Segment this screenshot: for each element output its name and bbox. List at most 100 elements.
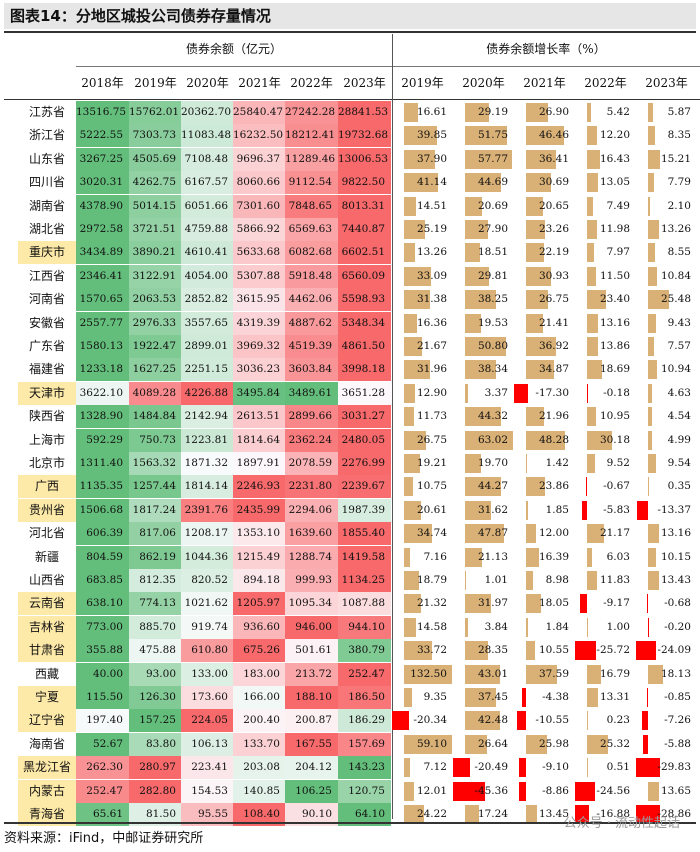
growth-value: 38.25 <box>477 293 508 306</box>
balance-cell: 2231.80 <box>285 475 338 499</box>
growth-bar <box>636 758 661 778</box>
growth-bar <box>637 500 648 520</box>
growth-bar <box>404 477 413 497</box>
growth-bar <box>465 243 481 263</box>
growth-bar <box>587 407 596 427</box>
growth-value: 18.51 <box>477 246 508 259</box>
balance-cell: 6167.57 <box>181 171 234 195</box>
table-row: 重庆市 3434.89 3890.21 4610.41 5633.68 6082.68 66… <box>0 241 700 265</box>
growth-cell: 10.15 <box>636 546 697 569</box>
growth-cell: 7.97 <box>575 241 636 264</box>
growth-bar <box>579 594 587 614</box>
growth-value: 9.52 <box>606 457 630 469</box>
balance-cell: 28841.53 <box>338 101 391 124</box>
growth-cell: 23.40 <box>575 288 636 311</box>
growth-bar <box>465 126 508 146</box>
balance-cell: 1987.39 <box>338 498 391 522</box>
growth-bar <box>465 383 468 403</box>
growth-bar <box>587 173 598 193</box>
balance-cell: 2078.59 <box>285 452 338 475</box>
growth-cell: 4.54 <box>636 405 697 428</box>
growth-value: 37.90 <box>416 152 447 165</box>
growth-cell: 11.98 <box>575 218 636 241</box>
balance-cell: 40.00 <box>76 662 129 686</box>
balance-cell: 2063.53 <box>129 288 182 312</box>
growth-bar <box>404 337 422 356</box>
growth-value: 29.19 <box>477 106 508 118</box>
growth-cell: -8.86 <box>514 780 575 803</box>
growth-value: 59.10 <box>416 737 447 750</box>
balance-cell: 750.73 <box>129 428 182 452</box>
balance-cell: 817.06 <box>129 522 182 546</box>
growth-cell: 33.09 <box>392 265 453 288</box>
growth-value: 12.90 <box>416 386 447 399</box>
growth-value: 21.17 <box>599 527 630 540</box>
growth-bar <box>526 360 555 380</box>
growth-cell: 10.75 <box>392 475 453 498</box>
growth-bar <box>587 103 592 122</box>
growth-value: 13.16 <box>599 316 630 329</box>
growth-value: 7.49 <box>606 199 630 212</box>
growth-bar <box>587 290 607 310</box>
growth-value: 34.87 <box>538 363 569 376</box>
balance-cell: 27242.28 <box>285 101 338 124</box>
growth-cell: 19.70 <box>453 452 514 475</box>
balance-cell: 2899.01 <box>181 335 234 358</box>
province-label: 江西省 <box>28 268 65 283</box>
growth-value: 7.16 <box>423 550 447 563</box>
growth-bar <box>587 430 612 450</box>
growth-cell: -25.72 <box>575 639 636 662</box>
growth-value: 10.95 <box>599 410 630 423</box>
table-row: 内蒙古 252.47 282.80 154.53 140.85 106.25 120.75 1… <box>0 779 700 803</box>
growth-value: 38.34 <box>477 363 508 376</box>
growth-bar <box>526 641 535 661</box>
balance-cell: 81.50 <box>129 803 182 826</box>
balance-cell: 4887.62 <box>285 311 338 335</box>
growth-cell: -45.36 <box>453 780 514 803</box>
balance-cell: 610.80 <box>181 639 234 663</box>
balance-cell: 3122.91 <box>129 264 182 288</box>
growth-cell: -5.83 <box>575 499 636 522</box>
balance-cell: 2899.66 <box>285 405 338 429</box>
balance-cell: 638.10 <box>76 592 129 616</box>
balance-cell: 106.25 <box>285 779 338 803</box>
province-label: 北京市 <box>28 456 65 470</box>
growth-value: 12.00 <box>538 527 569 540</box>
balance-cell: 90.10 <box>285 803 338 826</box>
growth-value: 37.45 <box>477 691 508 703</box>
balance-cell: 223.41 <box>181 756 234 780</box>
table-row: 青海省 65.61 81.50 95.55 108.40 90.10 64.10 24.22 1… <box>0 803 700 826</box>
growth-value: 1.42 <box>545 457 569 469</box>
growth-cell: 0.35 <box>636 475 697 498</box>
growth-bar <box>587 313 598 333</box>
growth-cell: 7.16 <box>392 546 453 569</box>
growth-bar <box>526 149 556 169</box>
growth-cell: 25.19 <box>392 218 453 241</box>
growth-cell: 8.55 <box>636 241 697 264</box>
province-label: 甘肃省 <box>18 639 76 663</box>
growth-cell: 7.12 <box>392 756 453 779</box>
balance-cell: 1817.24 <box>129 498 182 522</box>
table-row: 甘肃省 355.88 475.88 610.80 675.26 501.61 380.79 3… <box>0 639 700 663</box>
balance-cell: 1208.17 <box>181 522 234 546</box>
growth-value: 9.43 <box>667 316 691 329</box>
growth-value: -16.88 <box>596 808 630 820</box>
growth-bar <box>465 173 502 193</box>
balance-cell: 6082.68 <box>285 241 338 265</box>
growth-value: 19.21 <box>416 457 447 469</box>
growth-bar <box>636 805 660 824</box>
growth-bar <box>648 126 655 146</box>
growth-value: 13.86 <box>599 340 630 352</box>
growth-year-header: 2020年 <box>462 76 505 90</box>
balance-cell: 4319.39 <box>233 311 286 335</box>
balance-cell: 8013.31 <box>338 194 391 218</box>
province-label: 河北省 <box>28 526 65 541</box>
growth-bar <box>526 266 552 286</box>
growth-value: -0.85 <box>664 691 691 703</box>
balance-cell: 282.80 <box>129 779 182 803</box>
growth-cell: 34.87 <box>514 358 575 381</box>
growth-bar <box>404 617 416 637</box>
growth-value: 6.03 <box>606 550 630 563</box>
growth-bar <box>526 617 528 637</box>
table-row: 四川省 3020.31 4262.75 6167.57 8060.66 9112.54 98… <box>0 171 700 195</box>
